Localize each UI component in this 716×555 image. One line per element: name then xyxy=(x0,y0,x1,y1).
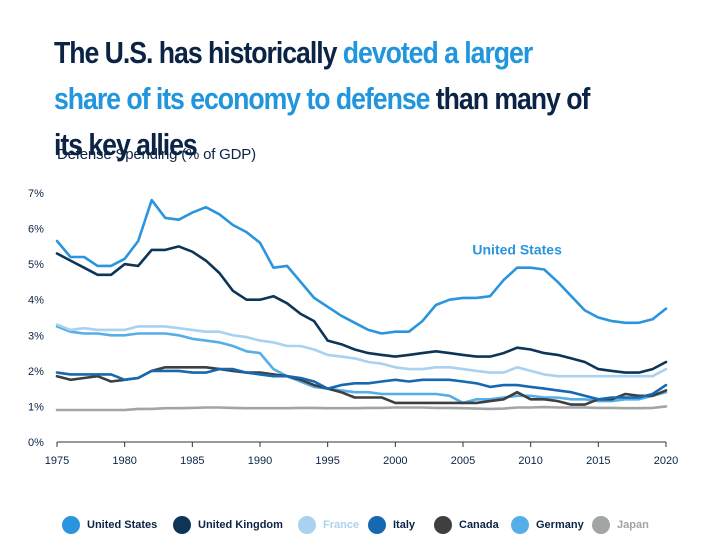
legend-swatch xyxy=(511,516,529,534)
series-line-us xyxy=(55,198,668,335)
chart-annotations: United States xyxy=(472,242,562,258)
series-line-uk xyxy=(55,245,668,374)
chart-series xyxy=(55,198,668,412)
x-tick-label: 2010 xyxy=(518,455,542,467)
legend-label: Canada xyxy=(459,519,499,531)
legend-swatch xyxy=(62,516,80,534)
legend-label: United States xyxy=(87,519,158,531)
series-line-japan xyxy=(55,405,668,412)
y-tick-label: 7% xyxy=(28,188,44,200)
series-line-canada xyxy=(55,365,668,406)
title-part-2: devoted a larger share of its economy to… xyxy=(54,35,533,116)
x-tick-label: 2015 xyxy=(586,455,610,467)
annotation-united-states: United States xyxy=(472,242,562,258)
chart-title: The U.S. has historically devoted a larg… xyxy=(54,30,604,168)
x-tick-label: 1980 xyxy=(112,455,136,467)
legend-swatch xyxy=(173,516,191,534)
y-tick-label: 5% xyxy=(28,259,44,271)
legend-label: Japan xyxy=(617,519,649,531)
x-tick-label: 2005 xyxy=(451,455,475,467)
legend-swatch xyxy=(592,516,610,534)
title-part-3: than many of its key allies xyxy=(54,81,590,162)
series-line-germany xyxy=(55,325,668,405)
legend-label: Italy xyxy=(393,519,416,531)
x-tick-label: 2000 xyxy=(383,455,407,467)
legend-label: United Kingdom xyxy=(198,519,283,531)
chart-subtitle: Defense Spending (% of GDP) xyxy=(57,146,256,163)
legend-label: Germany xyxy=(536,519,584,531)
legend-item-japan: Japan xyxy=(592,514,649,536)
x-tick-label: 1995 xyxy=(315,455,339,467)
x-tick-label: 1985 xyxy=(180,455,204,467)
x-tick-label: 1975 xyxy=(45,455,69,467)
y-tick-label: 0% xyxy=(28,437,44,449)
x-tick-label: 2020 xyxy=(654,455,678,467)
y-tick-label: 6% xyxy=(28,224,44,236)
legend-item-canada: Canada xyxy=(434,514,499,536)
y-tick-label: 1% xyxy=(28,401,44,413)
series-line-france xyxy=(55,323,668,378)
series-line-italy xyxy=(55,367,668,401)
chart-legend: United States United Kingdom France Italy Ca… xyxy=(62,514,712,536)
legend-swatch xyxy=(298,516,316,534)
y-tick-label: 2% xyxy=(28,366,44,378)
y-tick-label: 3% xyxy=(28,330,44,342)
chart-axes: 0% 1% 2% 3% 4% 5% 6% 7% 1975 1980 1985 1990 1995 2000… xyxy=(28,188,678,467)
legend-label: France xyxy=(323,519,360,531)
legend-item-germany: Germany xyxy=(511,514,584,536)
y-tick-label: 4% xyxy=(28,295,44,307)
legend-item-italy: Italy xyxy=(368,514,415,536)
legend-swatch xyxy=(434,516,452,534)
legend-swatch xyxy=(368,516,386,534)
legend-item-france: France xyxy=(298,514,359,536)
legend-item-uk: United Kingdom xyxy=(173,514,283,536)
x-tick-label: 1990 xyxy=(248,455,272,467)
legend-item-us: United States xyxy=(62,514,157,536)
title-part-1: The U.S. has historically xyxy=(54,35,343,70)
